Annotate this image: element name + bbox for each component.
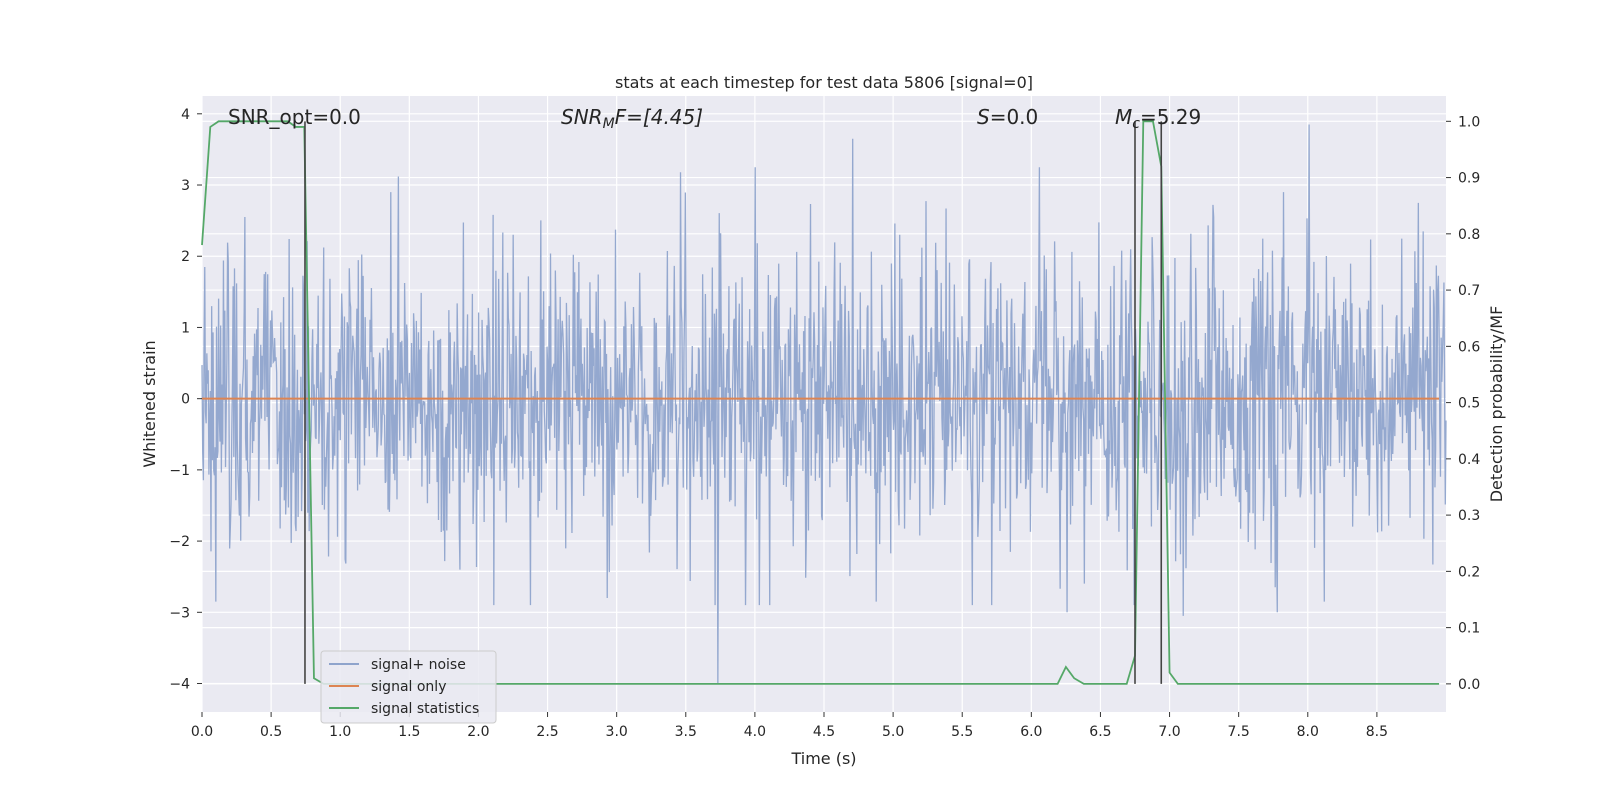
annotation-mc: Mc=5.29 bbox=[1115, 105, 1201, 132]
annotation-mc-main: M bbox=[1115, 105, 1132, 129]
annotation-snr-mf-rest: F=[4.45] bbox=[615, 105, 703, 129]
yr-tick-label-10: 1.0 bbox=[1458, 114, 1480, 130]
x-tick-label-4: 2.0 bbox=[467, 724, 489, 740]
yr-tick-label-4: 0.4 bbox=[1458, 452, 1480, 468]
annotation-snr-mf-sub: M bbox=[603, 116, 615, 132]
legend-box bbox=[320, 650, 497, 724]
x-tick-label-2: 1.0 bbox=[329, 724, 351, 740]
yl-tick-label-5: 1 bbox=[181, 320, 190, 336]
x-tick-label-12: 6.0 bbox=[1020, 724, 1042, 740]
annotation-s: S=0.0 bbox=[977, 105, 1038, 129]
yl-tick-label-8: 4 bbox=[181, 107, 190, 123]
x-tick-label-11: 5.5 bbox=[951, 724, 973, 740]
yl-tick-label-3: −1 bbox=[169, 463, 190, 479]
x-tick-label-9: 4.5 bbox=[813, 724, 835, 740]
x-tick-label-7: 3.5 bbox=[675, 724, 697, 740]
annotation-snr-mf-main: SNR bbox=[561, 105, 603, 129]
yl-tick-label-1: −3 bbox=[169, 605, 190, 621]
legend: signal+ noise signal only signal statist… bbox=[320, 650, 497, 724]
x-tick-label-6: 3.0 bbox=[606, 724, 628, 740]
yr-tick-label-5: 0.5 bbox=[1458, 396, 1480, 412]
annotation-s-main: S bbox=[977, 105, 990, 129]
legend-entry-noise: signal+ noise bbox=[371, 657, 466, 673]
x-tick-label-0: 0.0 bbox=[191, 724, 213, 740]
yr-tick-label-1: 0.1 bbox=[1458, 621, 1480, 637]
yl-tick-label-4: 0 bbox=[181, 392, 190, 408]
x-tick-label-10: 5.0 bbox=[882, 724, 904, 740]
annotation-s-rest: =0.0 bbox=[990, 105, 1039, 129]
yr-tick-label-6: 0.6 bbox=[1458, 339, 1480, 355]
signal-noise-series bbox=[201, 124, 1447, 684]
yl-tick-label-7: 3 bbox=[181, 178, 190, 194]
x-tick-label-1: 0.5 bbox=[260, 724, 282, 740]
x-tick-label-17: 8.5 bbox=[1366, 724, 1388, 740]
x-tick-label-8: 4.0 bbox=[744, 724, 766, 740]
signal-statistics-series bbox=[201, 120, 1440, 685]
noise-line bbox=[201, 124, 1447, 684]
yl-tick-label-6: 2 bbox=[181, 249, 190, 265]
yr-tick-label-7: 0.7 bbox=[1458, 283, 1480, 299]
chart-title: stats at each timestep for test data 580… bbox=[615, 73, 1033, 92]
annotation-snr-mf: SNRMF=[4.45] bbox=[561, 105, 703, 132]
annotation-mc-sub: c bbox=[1132, 116, 1140, 132]
yr-tick-label-0: 0.0 bbox=[1458, 677, 1480, 693]
y-axis-left-label: Whitened strain bbox=[140, 340, 159, 467]
yr-tick-label-3: 0.3 bbox=[1458, 508, 1480, 524]
annotation-mc-rest: =5.29 bbox=[1140, 105, 1201, 129]
annotation-snr-opt: SNR_opt=0.0 bbox=[228, 105, 361, 129]
signal-statistics-line bbox=[201, 120, 1440, 685]
yr-tick-label-8: 0.8 bbox=[1458, 227, 1480, 243]
yl-tick-label-0: −4 bbox=[169, 677, 190, 693]
x-tick-label-15: 7.5 bbox=[1228, 724, 1250, 740]
yr-tick-label-2: 0.2 bbox=[1458, 564, 1480, 580]
x-axis-ticks: 0.0 0.5 1.0 1.5 2.0 2.5 3.0 3.5 4.0 4.5 5.0 5.5 6.0 6… bbox=[191, 712, 1388, 740]
yl-tick-label-2: −2 bbox=[169, 534, 190, 550]
x-tick-label-5: 2.5 bbox=[536, 724, 558, 740]
y-axis-left-ticks: −4 −3 −2 −1 0 1 2 3 4 bbox=[169, 107, 202, 693]
x-tick-label-13: 6.5 bbox=[1089, 724, 1111, 740]
y-axis-right-ticks: 0.0 0.1 0.2 0.3 0.4 0.5 0.6 0.7 0.8 0.9 1.0 bbox=[1446, 114, 1480, 693]
yr-tick-label-9: 0.9 bbox=[1458, 171, 1480, 187]
y-axis-right-label: Detection probability/MF bbox=[1487, 306, 1506, 503]
legend-entry-signal: signal only bbox=[371, 679, 446, 695]
x-axis-label: Time (s) bbox=[790, 749, 856, 768]
x-tick-label-14: 7.0 bbox=[1158, 724, 1180, 740]
detection-markers bbox=[304, 121, 1163, 684]
legend-entry-stats: signal statistics bbox=[371, 701, 479, 717]
x-tick-label-16: 8.0 bbox=[1297, 724, 1319, 740]
x-tick-label-3: 1.5 bbox=[398, 724, 420, 740]
